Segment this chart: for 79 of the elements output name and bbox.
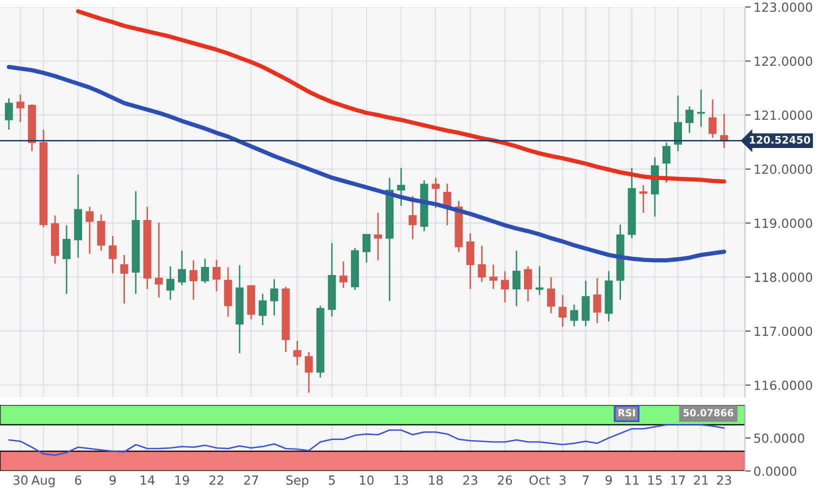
x-tick-label: Aug bbox=[31, 476, 55, 488]
candlestick bbox=[432, 177, 440, 209]
candlestick bbox=[397, 167, 406, 206]
candlestick bbox=[258, 293, 267, 326]
candlestick bbox=[166, 266, 174, 300]
annotation: 50.07866 bbox=[684, 409, 734, 416]
x-tick-label: 18 bbox=[429, 475, 443, 485]
x-tick-label: 11 bbox=[625, 476, 639, 485]
x-tick-label: 9 bbox=[110, 475, 116, 485]
ref-line-label: 120.52450 bbox=[750, 136, 810, 144]
candlestick bbox=[662, 142, 670, 184]
x-tick-label: 23 bbox=[717, 475, 732, 485]
x-tick-label: Sep bbox=[286, 475, 308, 488]
y-tick-label: 117.0000 bbox=[754, 326, 812, 336]
x-tick-label: 5 bbox=[328, 476, 335, 485]
x-tick-label: 17 bbox=[671, 476, 685, 485]
y-tick-label: 0.0000 bbox=[754, 466, 796, 476]
candlestick bbox=[582, 280, 590, 327]
candlestick bbox=[120, 254, 128, 304]
candlestick bbox=[558, 294, 567, 328]
x-tick-label: 30 bbox=[13, 475, 28, 485]
candlestick bbox=[639, 184, 648, 214]
candlestick bbox=[189, 260, 198, 300]
x-tick-label: 7 bbox=[582, 476, 589, 485]
x-tick-label: 15 bbox=[648, 476, 662, 485]
y-tick-label: 116.0000 bbox=[754, 380, 812, 390]
x-tick-label: 26 bbox=[498, 475, 512, 485]
x-tick-label: 27 bbox=[244, 475, 258, 485]
candlestick bbox=[512, 250, 520, 307]
y-tick-label: 118.0000 bbox=[754, 272, 812, 282]
y-tick-label: 50.0000 bbox=[754, 433, 804, 443]
candlestick bbox=[97, 214, 106, 252]
line-series bbox=[6, 64, 726, 262]
candlestick bbox=[547, 276, 556, 314]
series-label: RSI bbox=[618, 409, 635, 416]
candlestick bbox=[466, 232, 474, 290]
line-series bbox=[76, 9, 726, 184]
candlestick bbox=[500, 270, 509, 304]
x-tick-label: 23 bbox=[463, 475, 478, 485]
candlestick bbox=[362, 234, 370, 264]
candlestick bbox=[304, 351, 313, 394]
candlestick bbox=[270, 278, 278, 316]
candlestick bbox=[178, 250, 186, 286]
candlestick bbox=[686, 106, 694, 134]
x-tick-label: 6 bbox=[74, 475, 82, 485]
x-tick-label: 22 bbox=[209, 475, 224, 485]
line-series bbox=[8, 424, 725, 456]
candlestick bbox=[570, 304, 578, 327]
y-tick-label: 121.0000 bbox=[754, 110, 812, 120]
candlestick bbox=[16, 94, 24, 123]
x-tick-label: Oct bbox=[529, 475, 550, 485]
candlestick bbox=[408, 195, 417, 240]
candlestick bbox=[293, 340, 302, 366]
x-tick-label: 13 bbox=[394, 475, 408, 485]
candlestick bbox=[489, 264, 498, 290]
x-tick-label: 19 bbox=[175, 475, 189, 485]
candlestick bbox=[212, 259, 221, 292]
y-tick-label: 123.0000 bbox=[754, 2, 812, 12]
candlestick bbox=[374, 212, 382, 262]
y-tick-label: 119.0000 bbox=[754, 218, 812, 228]
candlestick bbox=[478, 245, 486, 283]
candlestick bbox=[86, 206, 94, 255]
candlestick bbox=[62, 224, 71, 295]
y-tick-label: 122.0000 bbox=[754, 56, 812, 66]
x-tick-label: 9 bbox=[606, 475, 612, 485]
x-tick-label: 14 bbox=[140, 476, 155, 485]
x-tick-label: 3 bbox=[560, 475, 566, 485]
candlestick bbox=[708, 98, 717, 138]
candlestick bbox=[339, 260, 348, 289]
candlestick bbox=[524, 266, 532, 302]
candlestick bbox=[593, 277, 602, 324]
candlestick bbox=[674, 94, 682, 152]
x-tick-label: 10 bbox=[360, 475, 374, 485]
candlestick bbox=[4, 98, 13, 130]
x-tick-label: 21 bbox=[694, 475, 708, 485]
candlestick bbox=[201, 258, 209, 284]
y-tick-label: 120.0000 bbox=[754, 164, 812, 174]
candlestick bbox=[154, 222, 163, 298]
candlestick bbox=[108, 235, 117, 274]
